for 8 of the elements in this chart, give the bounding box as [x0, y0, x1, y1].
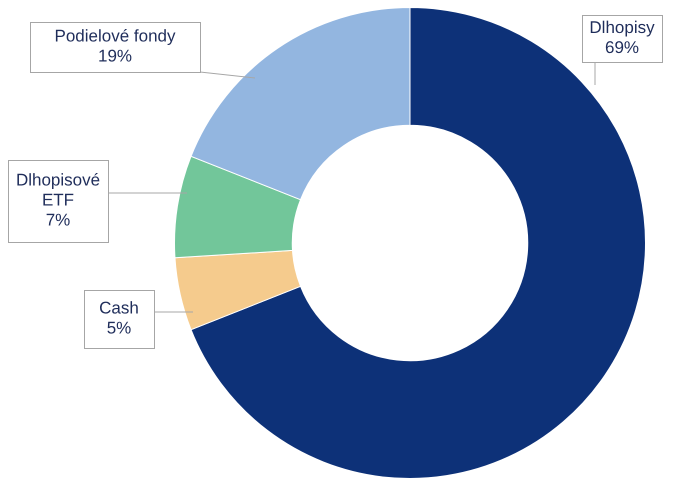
slice-label: Podielové fondy [54, 26, 176, 46]
data-label: 69% [604, 38, 640, 58]
data-label: 5% [106, 318, 132, 338]
data-label: 7% [46, 210, 70, 230]
slice-label: Cash [99, 298, 139, 318]
slice-label: Dlhopisy [589, 18, 656, 38]
slice-label: Dlhopisové ETF [16, 170, 100, 210]
data-label: 19% [98, 46, 132, 66]
